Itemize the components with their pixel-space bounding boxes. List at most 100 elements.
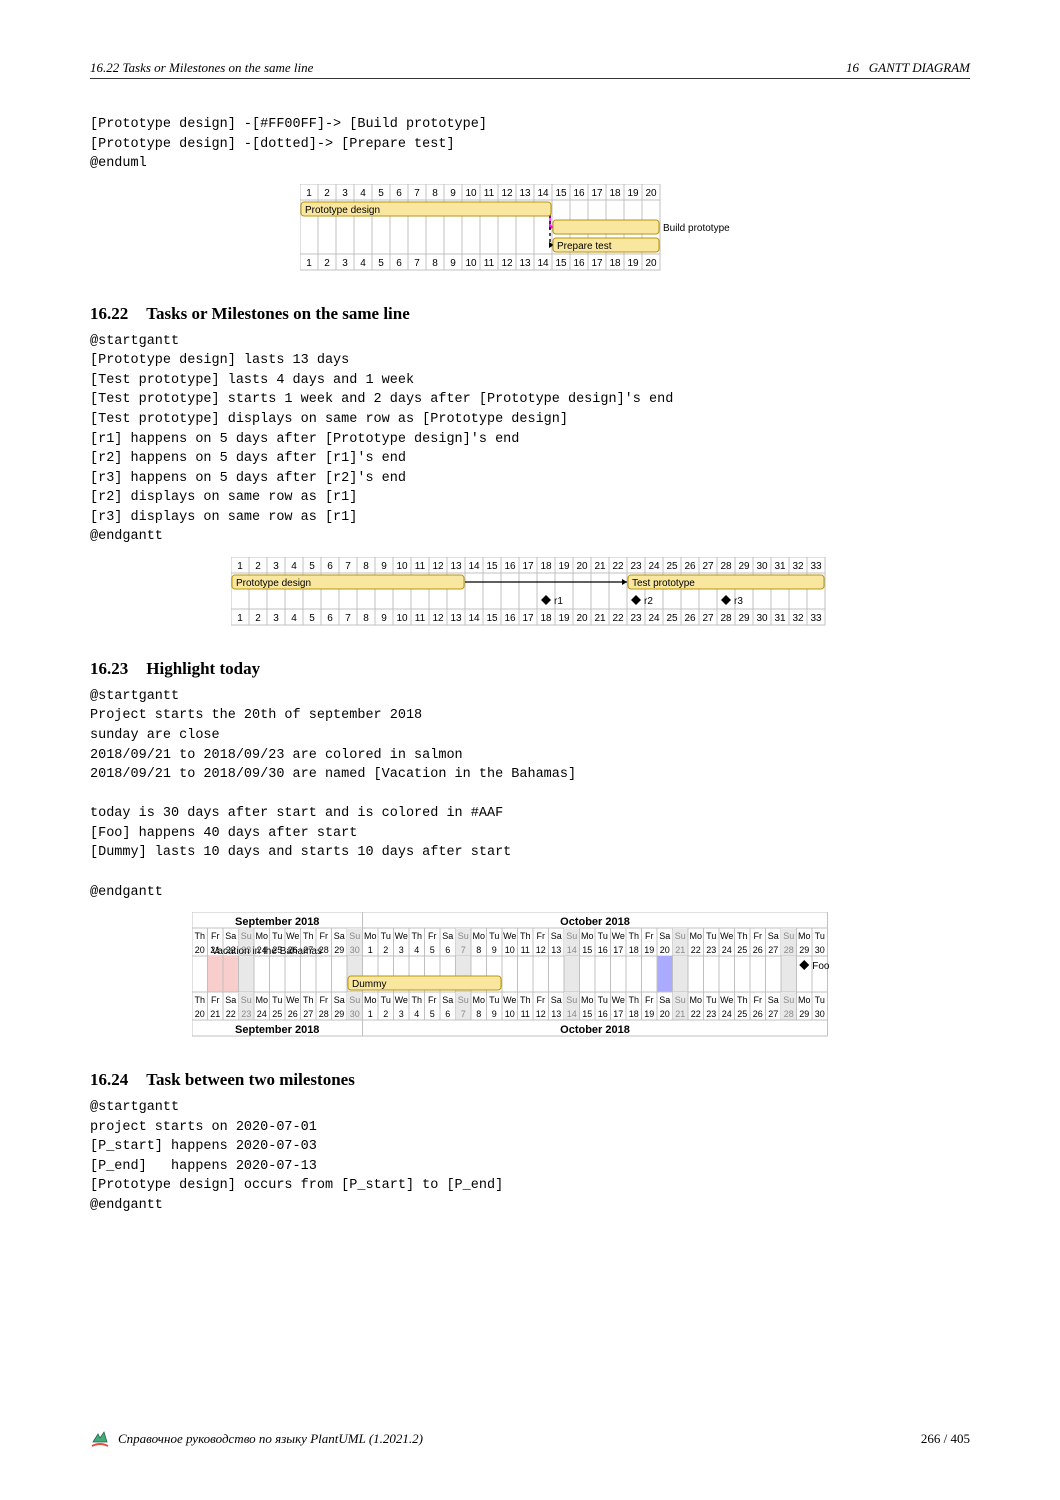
svg-text:Sa: Sa: [442, 931, 453, 941]
svg-text:15: 15: [555, 188, 567, 199]
svg-text:Mo: Mo: [581, 995, 594, 1005]
svg-text:Mo: Mo: [256, 931, 269, 941]
svg-text:26: 26: [288, 1009, 298, 1019]
svg-text:Su: Su: [566, 995, 577, 1005]
svg-text:14: 14: [567, 1009, 577, 1019]
svg-text:Tu: Tu: [706, 995, 716, 1005]
svg-text:6: 6: [445, 945, 450, 955]
svg-text:22: 22: [612, 561, 624, 572]
svg-text:Th: Th: [412, 931, 423, 941]
svg-text:31: 31: [774, 561, 786, 572]
svg-text:12: 12: [536, 945, 546, 955]
svg-text:30: 30: [350, 945, 360, 955]
svg-text:Test prototype: Test prototype: [632, 578, 695, 589]
svg-text:Sa: Sa: [551, 995, 562, 1005]
svg-text:13: 13: [551, 1009, 561, 1019]
svg-text:12: 12: [501, 188, 513, 199]
svg-text:29: 29: [334, 945, 344, 955]
svg-text:2: 2: [383, 1009, 388, 1019]
svg-text:26: 26: [753, 1009, 763, 1019]
svg-text:19: 19: [644, 1009, 654, 1019]
svg-text:Build prototype: Build prototype: [663, 223, 730, 234]
svg-text:20: 20: [195, 945, 205, 955]
svg-text:3: 3: [342, 258, 348, 269]
svg-text:30: 30: [756, 613, 768, 624]
svg-text:9: 9: [450, 258, 456, 269]
svg-text:17: 17: [613, 945, 623, 955]
svg-text:4: 4: [291, 613, 297, 624]
svg-text:5: 5: [430, 945, 435, 955]
svg-text:28: 28: [784, 1009, 794, 1019]
svg-text:3: 3: [399, 945, 404, 955]
svg-text:23: 23: [630, 613, 642, 624]
svg-text:25: 25: [737, 945, 747, 955]
svg-text:Su: Su: [349, 931, 360, 941]
svg-text:20: 20: [645, 258, 657, 269]
svg-text:Th: Th: [629, 995, 640, 1005]
svg-text:1: 1: [237, 561, 243, 572]
svg-text:We: We: [286, 995, 299, 1005]
svg-text:Sa: Sa: [659, 931, 670, 941]
svg-text:Mo: Mo: [798, 995, 811, 1005]
svg-text:Fr: Fr: [537, 995, 546, 1005]
svg-text:6: 6: [396, 188, 402, 199]
svg-text:3: 3: [273, 613, 279, 624]
svg-text:7: 7: [414, 188, 420, 199]
svg-text:15: 15: [582, 1009, 592, 1019]
svg-text:Tu: Tu: [381, 931, 391, 941]
svg-text:7: 7: [461, 945, 466, 955]
svg-text:5: 5: [378, 258, 384, 269]
svg-text:October 2018: October 2018: [560, 1024, 630, 1036]
gantt-figure-1: 1234567891011121314151617181920123456789…: [90, 184, 970, 274]
svg-text:14: 14: [468, 613, 480, 624]
svg-text:Tu: Tu: [706, 931, 716, 941]
svg-text:Sa: Sa: [768, 995, 779, 1005]
svg-text:11: 11: [415, 613, 426, 624]
svg-text:6: 6: [327, 613, 333, 624]
svg-text:19: 19: [627, 258, 639, 269]
svg-text:21: 21: [675, 945, 685, 955]
svg-text:Prototype design: Prototype design: [305, 205, 380, 216]
svg-text:16: 16: [598, 1009, 608, 1019]
svg-text:Mo: Mo: [256, 995, 269, 1005]
svg-text:20: 20: [660, 945, 670, 955]
svg-text:23: 23: [706, 1009, 716, 1019]
svg-text:20: 20: [576, 561, 588, 572]
svg-text:Mo: Mo: [473, 995, 486, 1005]
svg-text:Su: Su: [241, 931, 252, 941]
svg-text:4: 4: [414, 945, 419, 955]
section-22-heading: 16.22Tasks or Milestones on the same lin…: [90, 304, 970, 324]
svg-text:3: 3: [399, 1009, 404, 1019]
svg-text:11: 11: [484, 188, 495, 199]
svg-text:Th: Th: [303, 995, 314, 1005]
svg-text:9: 9: [492, 945, 497, 955]
svg-text:Tu: Tu: [381, 995, 391, 1005]
svg-text:25: 25: [666, 613, 678, 624]
svg-text:We: We: [395, 931, 408, 941]
svg-text:Fr: Fr: [320, 995, 329, 1005]
svg-text:15: 15: [486, 613, 498, 624]
header-left: 16.22 Tasks or Milestones on the same li…: [90, 60, 313, 76]
svg-text:25: 25: [272, 1009, 282, 1019]
svg-text:18: 18: [629, 945, 639, 955]
svg-text:16: 16: [504, 613, 516, 624]
svg-text:Th: Th: [303, 931, 314, 941]
svg-text:Fr: Fr: [211, 931, 220, 941]
svg-text:Th: Th: [195, 931, 206, 941]
svg-text:We: We: [395, 995, 408, 1005]
svg-text:16: 16: [598, 945, 608, 955]
svg-text:21: 21: [675, 1009, 685, 1019]
svg-text:Mo: Mo: [364, 931, 377, 941]
svg-text:1: 1: [237, 613, 243, 624]
svg-text:19: 19: [558, 561, 570, 572]
svg-text:Su: Su: [675, 995, 686, 1005]
svg-text:1: 1: [368, 1009, 373, 1019]
svg-text:2: 2: [255, 561, 261, 572]
svg-text:7: 7: [414, 258, 420, 269]
svg-text:20: 20: [645, 188, 657, 199]
svg-text:8: 8: [476, 1009, 481, 1019]
code-block-22: @startgantt [Prototype design] lasts 13 …: [90, 332, 970, 547]
svg-text:33: 33: [810, 561, 822, 572]
svg-text:Th: Th: [520, 931, 531, 941]
svg-text:Fr: Fr: [428, 995, 437, 1005]
